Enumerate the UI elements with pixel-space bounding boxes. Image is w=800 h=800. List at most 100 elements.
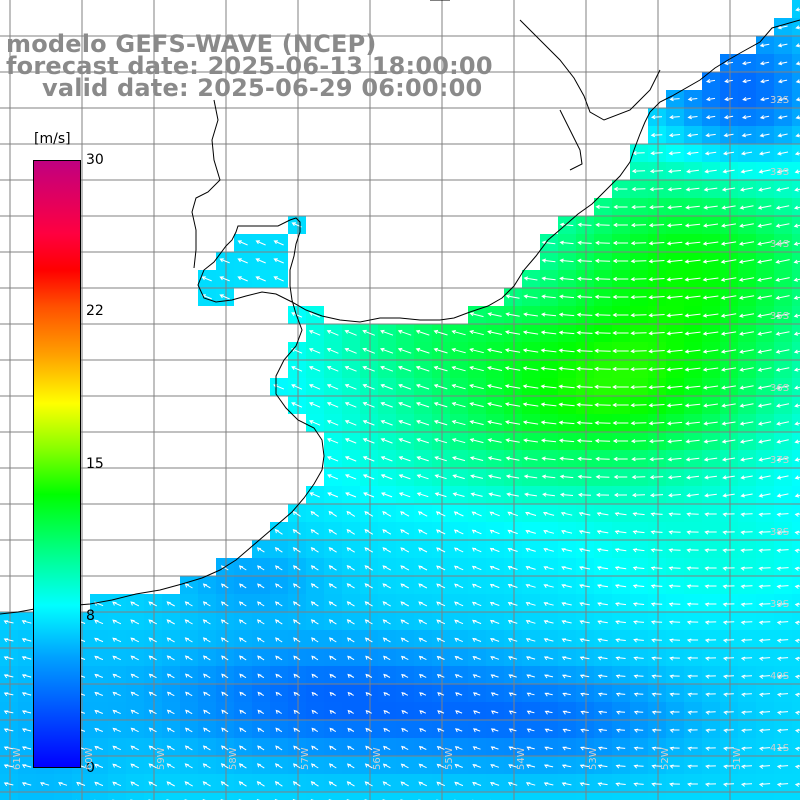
field-cell <box>702 576 720 594</box>
field-cell <box>792 630 800 648</box>
field-cell <box>540 558 558 576</box>
wind-arrow <box>490 692 499 697</box>
wind-arrow <box>576 312 593 317</box>
wind-arrow <box>540 384 557 389</box>
wind-arrow <box>472 728 481 733</box>
wind-arrow <box>472 637 482 642</box>
wind-arrow <box>594 420 611 426</box>
wind-arrow <box>612 330 629 336</box>
field-cell <box>630 756 648 774</box>
field-cell <box>324 612 342 630</box>
wind-arrow <box>580 746 590 751</box>
wind-arrow <box>561 530 573 534</box>
wind-arrow <box>437 728 445 733</box>
field-cell <box>792 594 800 612</box>
wind-arrow <box>504 420 521 425</box>
wind-arrow <box>630 331 647 336</box>
wind-arrow <box>704 656 717 661</box>
wind-arrow <box>578 548 591 553</box>
field-cell <box>594 630 612 648</box>
field-cell <box>648 792 666 800</box>
field-cell <box>18 666 36 684</box>
field-cell <box>306 540 324 558</box>
wind-arrow <box>184 637 193 643</box>
field-cell <box>504 540 522 558</box>
wind-arrow <box>740 475 753 480</box>
field-cell <box>450 774 468 792</box>
wind-arrow <box>669 115 680 120</box>
wind-arrow <box>418 565 428 571</box>
wind-arrow <box>326 366 339 372</box>
field-cell <box>378 594 396 612</box>
wind-arrow <box>650 584 663 589</box>
wind-arrow <box>595 222 610 228</box>
field-cell <box>72 792 90 800</box>
field-cell <box>0 738 18 756</box>
wind-arrow <box>112 619 122 625</box>
wind-arrow <box>293 655 301 661</box>
field-cell <box>522 648 540 666</box>
field-cell <box>126 792 144 800</box>
field-cell <box>756 792 774 800</box>
wind-arrow <box>274 781 283 787</box>
field-cell <box>738 792 756 800</box>
field-cell <box>396 504 414 522</box>
wind-arrow <box>597 584 609 589</box>
lat-label: 39S <box>770 599 790 610</box>
field-cell <box>774 648 792 666</box>
field-cell <box>540 648 558 666</box>
field-cell <box>792 126 800 144</box>
wind-arrow <box>94 709 103 714</box>
wind-arrow <box>364 565 373 571</box>
wind-arrow <box>794 530 800 535</box>
wind-arrow <box>3 674 14 679</box>
field-cell <box>612 702 630 720</box>
wind-arrow <box>648 403 665 408</box>
wind-arrow <box>723 764 734 769</box>
wind-arrow <box>203 691 211 697</box>
wind-arrow <box>451 366 466 372</box>
wind-arrow <box>669 674 680 679</box>
wind-arrow <box>668 566 681 571</box>
wind-arrow <box>740 548 753 553</box>
wind-arrow <box>558 348 575 353</box>
field-cell <box>792 504 800 522</box>
field-cell <box>612 558 630 576</box>
wind-arrow <box>597 638 608 643</box>
wind-arrow <box>489 529 500 535</box>
wind-arrow <box>238 781 247 787</box>
wind-arrow <box>739 205 754 210</box>
wind-arrow <box>526 710 535 715</box>
field-cell <box>450 576 468 594</box>
wind-arrow <box>776 584 789 589</box>
wind-arrow <box>3 710 14 715</box>
field-cell <box>18 648 36 666</box>
field-cell <box>342 792 360 800</box>
field-cell <box>720 558 738 576</box>
wind-arrow <box>795 79 800 84</box>
field-cell <box>522 756 540 774</box>
wind-arrow <box>523 312 538 317</box>
wind-arrow <box>436 781 446 787</box>
wind-arrow <box>559 474 574 479</box>
field-cell <box>288 504 306 522</box>
field-cell <box>612 612 630 630</box>
lon-label: 58W <box>228 747 239 770</box>
field-cell <box>504 630 522 648</box>
field-cell <box>522 576 540 594</box>
field-cell <box>612 594 630 612</box>
field-cell <box>306 558 324 576</box>
wind-arrow <box>630 385 647 390</box>
field-cell <box>558 594 576 612</box>
wind-arrow <box>576 330 593 335</box>
wind-arrow <box>758 728 771 733</box>
wind-arrow <box>21 764 32 769</box>
field-cell <box>450 756 468 774</box>
wind-arrow <box>595 240 610 246</box>
field-cell <box>126 774 144 792</box>
wind-arrow <box>291 402 303 408</box>
field-cell <box>324 558 342 576</box>
wind-arrow <box>666 223 683 228</box>
wind-arrow <box>505 474 520 479</box>
wind-arrow <box>380 365 394 372</box>
